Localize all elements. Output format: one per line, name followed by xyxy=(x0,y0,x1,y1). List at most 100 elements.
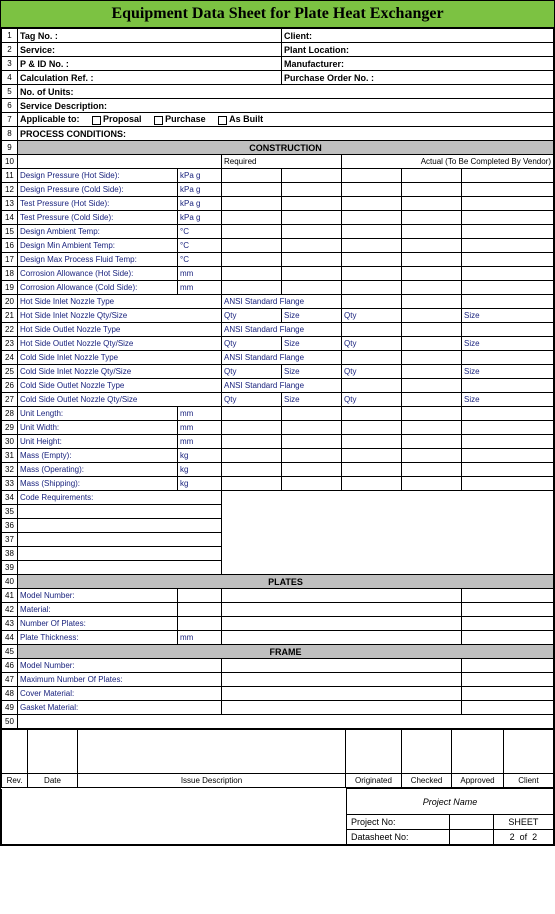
process-conditions-label: PROCESS CONDITIONS: xyxy=(18,127,554,141)
row-col-headers: 10 Required Actual (To Be Completed By V… xyxy=(2,155,554,169)
row-construction-header: 9 CONSTRUCTION xyxy=(2,141,554,155)
checkbox-as-built[interactable] xyxy=(218,116,227,125)
header-right: Purchase Order No. : xyxy=(282,71,554,85)
datasheet-no-label: Datasheet No: xyxy=(347,830,450,845)
qty-label: Qty xyxy=(342,393,402,407)
spec-unit: mm xyxy=(178,267,222,281)
dim-label: Unit Height: xyxy=(18,435,178,449)
frame-row: 49 Gasket Material: xyxy=(2,701,554,715)
spec-unit: mm xyxy=(178,281,222,295)
nozzle-label: Hot Side Outlet Nozzle Type xyxy=(18,323,222,337)
frame-label: Maximum Number Of Plates: xyxy=(18,673,222,687)
spec-label: Design Pressure (Hot Side): xyxy=(18,169,178,183)
actual-header: Actual (To Be Completed By Vendor) xyxy=(342,155,554,169)
nozzle-row: 24 Cold Side Inlet Nozzle Type ANSI Stan… xyxy=(2,351,554,365)
spec-label: Design Min Ambient Temp: xyxy=(18,239,178,253)
blank-row: 39 xyxy=(2,561,554,575)
size-label: Size xyxy=(462,337,554,351)
frame-label: Cover Material: xyxy=(18,687,222,701)
nozzle-value: ANSI Standard Flange xyxy=(222,295,342,309)
qty-label: Qty xyxy=(222,337,282,351)
plates-label: Material: xyxy=(18,603,178,617)
construction-header: CONSTRUCTION xyxy=(18,141,554,155)
row-50: 50 xyxy=(2,715,554,729)
nozzle-row: 23 Hot Side Outlet Nozzle Qty/Size Qty S… xyxy=(2,337,554,351)
plates-label: Model Number: xyxy=(18,589,178,603)
qty-label: Qty xyxy=(222,393,282,407)
spec-row: 19 Corrosion Allowance (Cold Side): mm xyxy=(2,281,554,295)
footer-block: Project Name Project No: SHEET Datasheet… xyxy=(1,788,554,845)
dim-label: Mass (Shipping): xyxy=(18,477,178,491)
nozzle-row: 20 Hot Side Inlet Nozzle Type ANSI Stand… xyxy=(2,295,554,309)
size-label: Size xyxy=(282,309,342,323)
nozzle-row: 22 Hot Side Outlet Nozzle Type ANSI Stan… xyxy=(2,323,554,337)
date-col: Date xyxy=(28,774,78,788)
plates-unit xyxy=(178,603,222,617)
nozzle-label: Cold Side Outlet Nozzle Qty/Size xyxy=(18,393,222,407)
nozzle-row: 25 Cold Side Inlet Nozzle Qty/Size Qty S… xyxy=(2,365,554,379)
spec-unit: kPa g xyxy=(178,169,222,183)
nozzle-label: Hot Side Outlet Nozzle Qty/Size xyxy=(18,337,222,351)
spec-row: 14 Test Pressure (Cold Side): kPa g xyxy=(2,211,554,225)
blank-row: 36 xyxy=(2,519,554,533)
checkbox-proposal[interactable] xyxy=(92,116,101,125)
blank-row: 37 xyxy=(2,533,554,547)
qty-label: Qty xyxy=(342,365,402,379)
row-service-desc: 6 Service Description: xyxy=(2,99,554,113)
checkbox-purchase[interactable] xyxy=(154,116,163,125)
nozzle-label: Hot Side Inlet Nozzle Qty/Size xyxy=(18,309,222,323)
frame-label: Gasket Material: xyxy=(18,701,222,715)
blank-row: 38 xyxy=(2,547,554,561)
plates-header: PLATES xyxy=(18,575,554,589)
qty-label: Qty xyxy=(342,337,402,351)
dim-row: 31 Mass (Empty): kg xyxy=(2,449,554,463)
header-row: 3 P & ID No. : Manufacturer: xyxy=(2,57,554,71)
desc-col: Issue Description xyxy=(78,774,346,788)
rev-col: Rev. xyxy=(2,774,28,788)
datasheet: Equipment Data Sheet for Plate Heat Exch… xyxy=(0,0,555,846)
spec-row: 15 Design Ambient Temp: °C xyxy=(2,225,554,239)
title-bar: Equipment Data Sheet for Plate Heat Exch… xyxy=(1,1,554,28)
approved-col: Approved xyxy=(452,774,504,788)
row-frame-header: 45 FRAME xyxy=(2,645,554,659)
applicable-to-label: Applicable to: xyxy=(20,114,80,124)
header-left: P & ID No. : xyxy=(18,57,282,71)
frame-row: 46 Model Number: xyxy=(2,659,554,673)
dim-unit: kg xyxy=(178,477,222,491)
spec-unit: °C xyxy=(178,239,222,253)
size-label: Size xyxy=(282,365,342,379)
qty-label: Qty xyxy=(222,309,282,323)
header-right: Client: xyxy=(282,29,554,43)
checked-col: Checked xyxy=(402,774,452,788)
spec-label: Design Max Process Fluid Temp: xyxy=(18,253,178,267)
dim-label: Mass (Operating): xyxy=(18,463,178,477)
required-header: Required xyxy=(222,155,342,169)
plates-label: Plate Thickness: xyxy=(18,631,178,645)
spec-unit: °C xyxy=(178,253,222,267)
spec-row: 11 Design Pressure (Hot Side): kPa g xyxy=(2,169,554,183)
spec-row: 12 Design Pressure (Cold Side): kPa g xyxy=(2,183,554,197)
frame-label: Model Number: xyxy=(18,659,222,673)
nozzle-label: Cold Side Outlet Nozzle Type xyxy=(18,379,222,393)
dim-unit: kg xyxy=(178,463,222,477)
dim-row: 30 Unit Height: mm xyxy=(2,435,554,449)
spec-label: Corrosion Allowance (Cold Side): xyxy=(18,281,178,295)
spec-label: Test Pressure (Cold Side): xyxy=(18,211,178,225)
spec-row: 18 Corrosion Allowance (Hot Side): mm xyxy=(2,267,554,281)
spec-label: Design Pressure (Cold Side): xyxy=(18,183,178,197)
nozzle-row: 21 Hot Side Inlet Nozzle Qty/Size Qty Si… xyxy=(2,309,554,323)
frame-header: FRAME xyxy=(18,645,554,659)
plates-unit xyxy=(178,589,222,603)
nozzle-value: ANSI Standard Flange xyxy=(222,379,342,393)
frame-row: 47 Maximum Number Of Plates: xyxy=(2,673,554,687)
service-desc-label: Service Description: xyxy=(18,99,554,113)
header-left: Service: xyxy=(18,43,282,57)
nozzle-label: Cold Side Inlet Nozzle Qty/Size xyxy=(18,365,222,379)
qty-label: Qty xyxy=(222,365,282,379)
dim-unit: mm xyxy=(178,407,222,421)
spec-unit: kPa g xyxy=(178,183,222,197)
spec-label: Design Ambient Temp: xyxy=(18,225,178,239)
row-applicable-to: 7 Applicable to: Proposal Purchase As Bu… xyxy=(2,113,554,127)
applicable-to-cell: Applicable to: Proposal Purchase As Buil… xyxy=(18,113,554,127)
dim-row: 29 Unit Width: mm xyxy=(2,421,554,435)
